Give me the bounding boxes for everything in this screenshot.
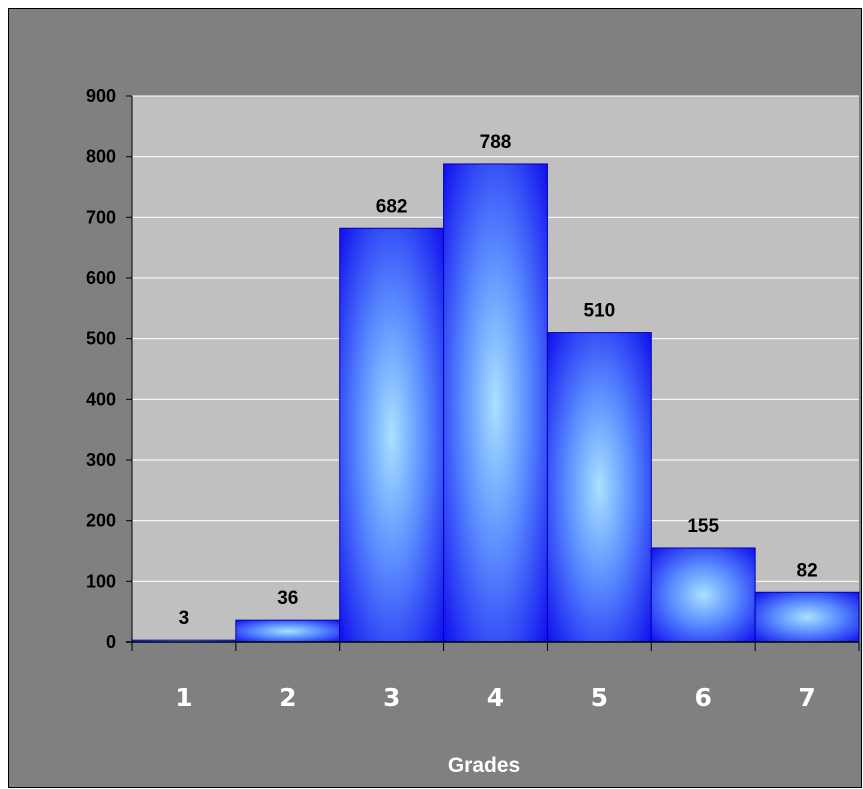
y-axis-ticks: 0 100 200 300 400 500 600 700 800 900 xyxy=(86,86,116,652)
y-tick-label: 800 xyxy=(86,147,116,167)
x-axis-title: Grades xyxy=(448,754,520,777)
data-label-1: 3 xyxy=(179,608,190,629)
data-label-4: 788 xyxy=(480,132,512,153)
x-tick-label-1: 1 xyxy=(175,683,192,712)
data-label-2: 36 xyxy=(277,588,298,609)
data-label-6: 155 xyxy=(687,516,719,537)
bars xyxy=(131,163,860,643)
data-label-5: 510 xyxy=(584,301,616,322)
y-tick-label: 700 xyxy=(86,207,116,227)
y-tick-label: 600 xyxy=(86,268,116,288)
x-tick-label-2: 2 xyxy=(279,683,296,712)
bar-6 xyxy=(650,547,756,643)
x-tick-label-5: 5 xyxy=(591,683,608,712)
axes xyxy=(126,95,860,651)
data-label-7: 82 xyxy=(797,560,818,581)
data-labels: 3 36 682 788 510 155 82 xyxy=(179,132,818,629)
bar-2 xyxy=(235,619,341,643)
x-tick-label-7: 7 xyxy=(798,683,815,712)
y-tick-label: 900 xyxy=(86,86,116,106)
y-tick-label: 0 xyxy=(106,632,116,652)
y-tick-label: 400 xyxy=(86,389,116,409)
x-tick-label-6: 6 xyxy=(695,683,712,712)
x-tick-label-4: 4 xyxy=(487,683,504,712)
bar-7 xyxy=(754,591,860,643)
y-tick-label: 100 xyxy=(86,571,116,591)
y-tick-label: 500 xyxy=(86,329,116,349)
y-tick-label: 300 xyxy=(86,450,116,470)
y-tick-label: 200 xyxy=(86,511,116,531)
bar-4 xyxy=(443,163,548,643)
data-label-3: 682 xyxy=(376,196,408,217)
bar-5 xyxy=(546,332,652,643)
x-axis-ticks: 1 2 3 4 5 6 7 xyxy=(175,683,816,712)
bar-3 xyxy=(339,227,445,643)
x-tick-label-3: 3 xyxy=(383,683,400,712)
